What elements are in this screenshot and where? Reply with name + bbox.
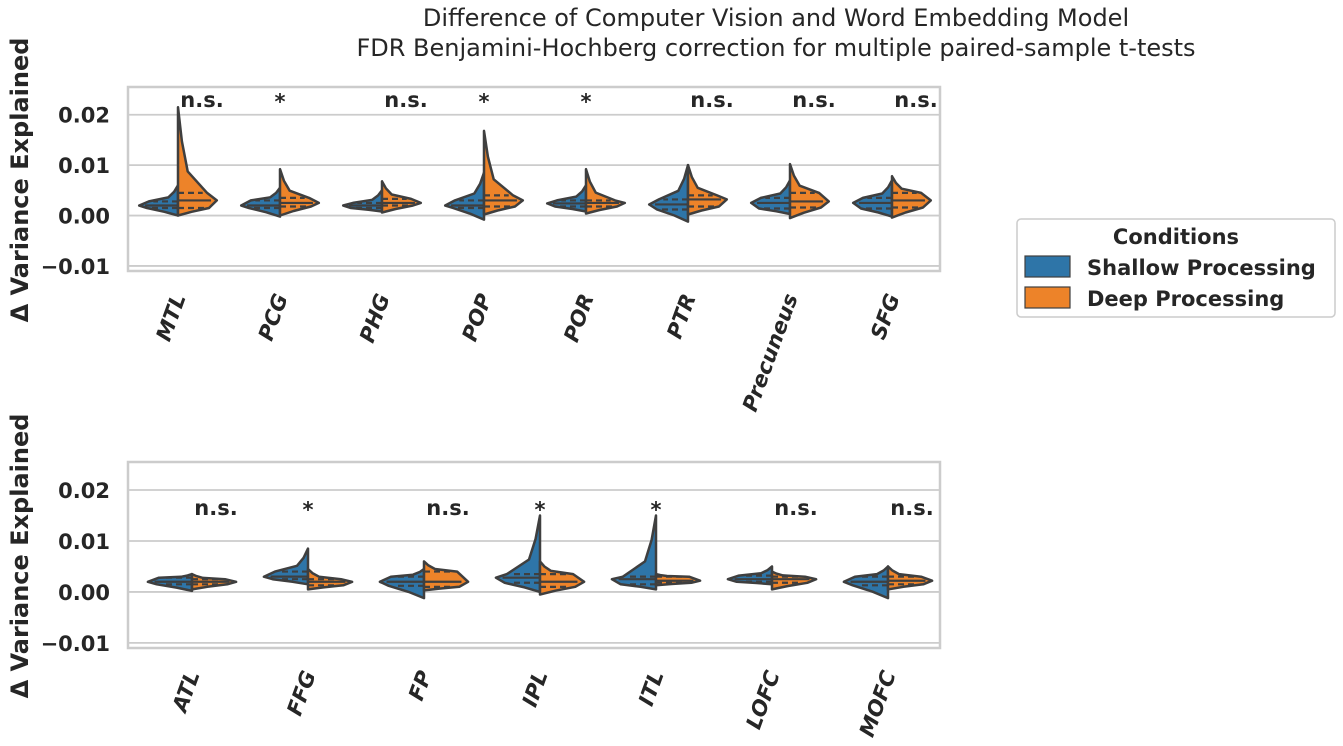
legend-swatch-deep bbox=[1024, 286, 1071, 309]
x-tick-label: POP bbox=[458, 290, 497, 344]
x-tick-label: MTL bbox=[152, 291, 191, 345]
violin-half-deep bbox=[788, 162, 831, 220]
x-tick-label: Precuneus bbox=[738, 291, 803, 415]
violin-half-shallow bbox=[647, 163, 690, 223]
y-tick-label: 0.00 bbox=[58, 581, 110, 605]
significance-label: * bbox=[275, 90, 286, 114]
x-tick-label: LOFC bbox=[742, 667, 785, 732]
significance-label: n.s. bbox=[180, 88, 223, 112]
significance-label: n.s. bbox=[426, 496, 469, 520]
legend-title: Conditions bbox=[1113, 225, 1239, 249]
significance-label: n.s. bbox=[384, 88, 427, 112]
significance-label: * bbox=[479, 90, 490, 114]
legend-label-deep: Deep Processing bbox=[1087, 287, 1284, 311]
legend-frame bbox=[1016, 218, 1336, 318]
y-tick-label: −0.01 bbox=[41, 632, 110, 656]
x-tick-label: IPL bbox=[518, 668, 553, 711]
plot-area bbox=[126, 85, 942, 273]
x-tick-label: PTR bbox=[662, 291, 700, 342]
x-tick-label: ATL bbox=[167, 668, 205, 718]
violin-half-shallow bbox=[494, 514, 542, 594]
violin-half-shallow bbox=[749, 179, 792, 216]
y-tick-label: 0.01 bbox=[58, 154, 110, 178]
y-axis-label-top: Δ Variance Explained bbox=[6, 38, 34, 323]
violin-half-deep bbox=[176, 105, 219, 217]
chart-title-line-1: Difference of Computer Vision and Word E… bbox=[423, 4, 1129, 32]
x-tick-label: POR bbox=[559, 291, 598, 346]
violin-half-shallow bbox=[239, 186, 282, 218]
x-tick-label: FFG bbox=[282, 668, 320, 719]
panel-top: −0.01 0.00 0.01 0.02 MTL n.s. PCG * PHG n.s. POP * P… bbox=[41, 85, 942, 415]
violin-half-deep bbox=[482, 129, 525, 216]
legend-label-shallow: Shallow Processing bbox=[1087, 256, 1316, 280]
panel-bottom: −0.01 0.00 0.01 0.02 ATL n.s. FFG * FP n.s. IPL * IT… bbox=[41, 460, 942, 740]
x-tick-label: PCG bbox=[254, 291, 293, 344]
violin-half-shallow bbox=[610, 514, 658, 591]
significance-label: n.s. bbox=[792, 88, 835, 112]
x-tick-label: MOFC bbox=[855, 667, 901, 740]
violin-half-deep bbox=[686, 163, 729, 216]
violin-half-shallow bbox=[545, 184, 588, 213]
significance-label: n.s. bbox=[194, 496, 237, 520]
significance-label: * bbox=[581, 90, 592, 114]
x-tick-label: SFG bbox=[866, 291, 905, 343]
x-tick-label: ITL bbox=[634, 668, 669, 710]
y-tick-label: 0.02 bbox=[58, 479, 110, 503]
significance-label: n.s. bbox=[894, 88, 937, 112]
legend-swatch-shallow bbox=[1024, 255, 1071, 278]
y-tick-label: −0.01 bbox=[41, 255, 110, 279]
violin-half-shallow bbox=[851, 179, 894, 218]
y-tick-label: 0.01 bbox=[58, 530, 110, 554]
significance-label: * bbox=[535, 498, 546, 522]
violin-half-deep bbox=[890, 174, 933, 219]
violin-half-deep bbox=[422, 560, 470, 592]
significance-label: n.s. bbox=[690, 88, 733, 112]
violin-half-deep bbox=[380, 180, 423, 214]
chart-title-line-2: FDR Benjamini-Hochberg correction for mu… bbox=[356, 34, 1195, 62]
x-tick-label: PHG bbox=[355, 291, 395, 346]
significance-label: n.s. bbox=[890, 496, 933, 520]
y-tick-label: 0.02 bbox=[58, 104, 110, 128]
significance-label: * bbox=[303, 498, 314, 522]
violin-half-shallow bbox=[262, 547, 310, 586]
significance-label: * bbox=[651, 498, 662, 522]
violin-half-shallow bbox=[443, 171, 486, 221]
y-axis-label-bottom: Δ Variance Explained bbox=[6, 414, 34, 699]
significance-label: n.s. bbox=[774, 496, 817, 520]
legend: Conditions Shallow Processing Deep Proce… bbox=[1016, 218, 1336, 318]
x-tick-label: FP bbox=[404, 667, 437, 704]
y-tick-label: 0.00 bbox=[58, 205, 110, 229]
violin-half-shallow bbox=[137, 184, 180, 217]
